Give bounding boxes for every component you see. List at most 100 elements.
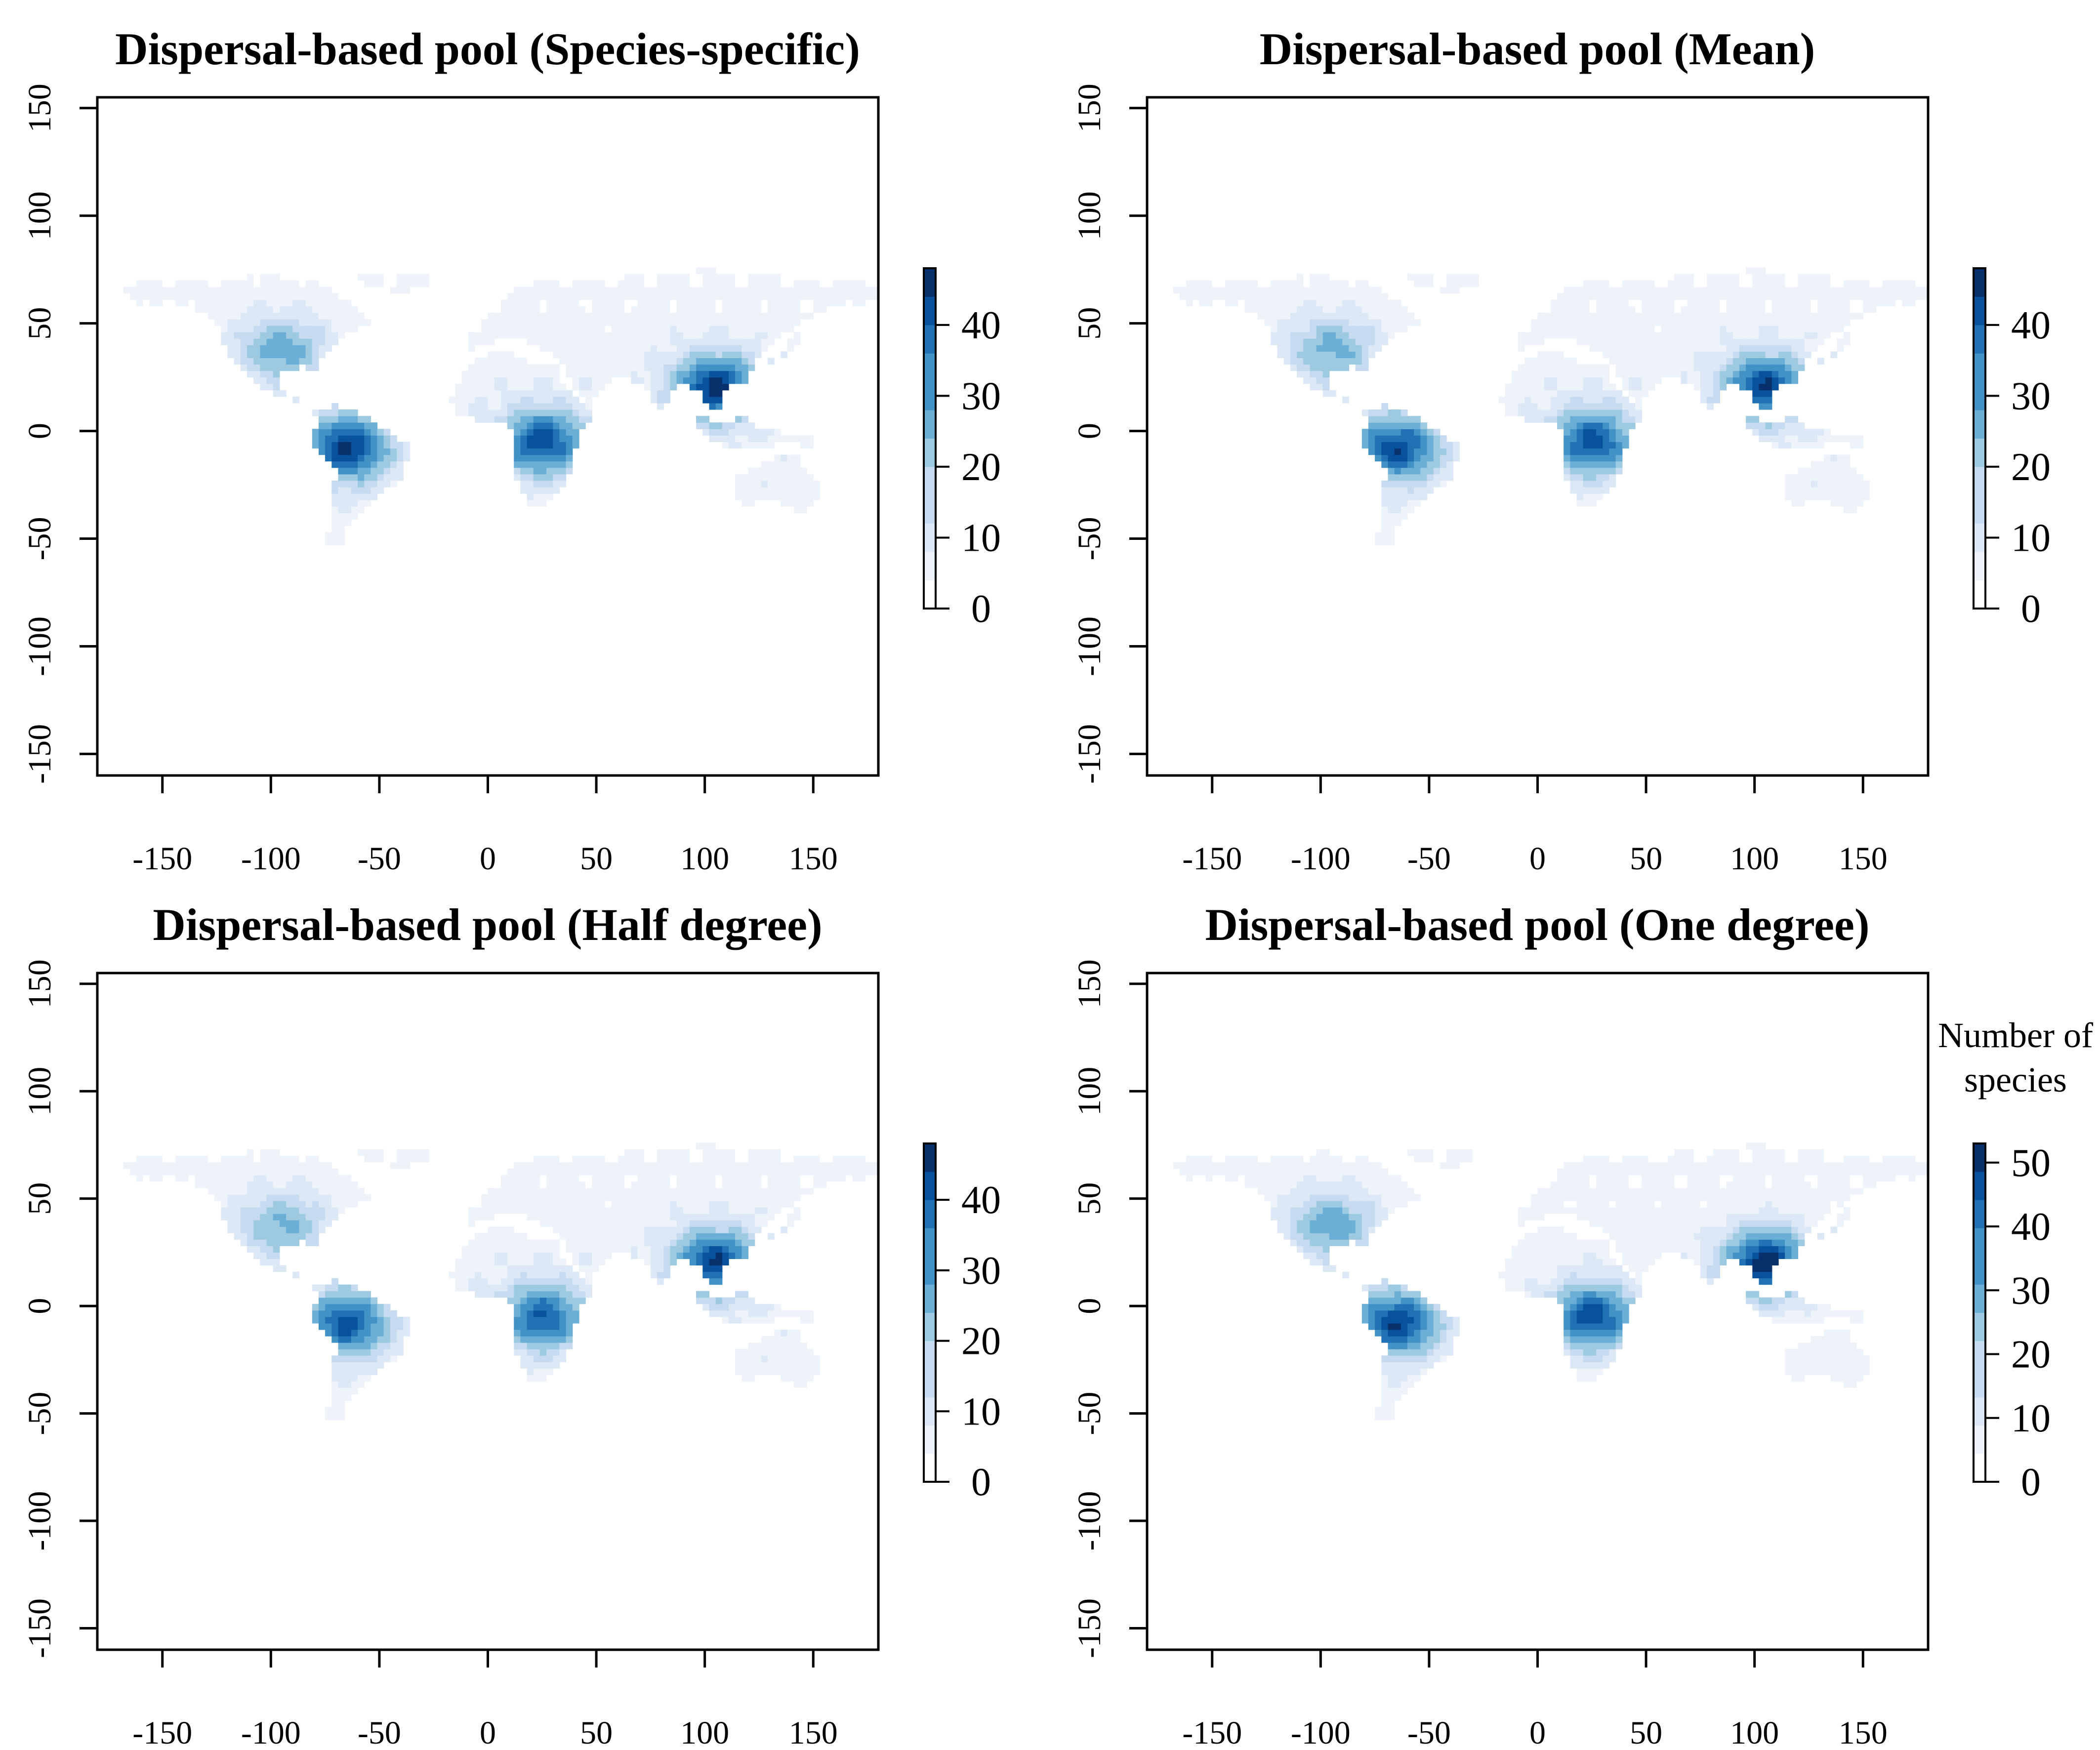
raster-cell bbox=[1258, 299, 1265, 307]
raster-cell bbox=[1505, 390, 1512, 397]
raster-cell bbox=[247, 1233, 254, 1240]
raster-cell bbox=[234, 1175, 241, 1182]
raster-cell bbox=[800, 480, 807, 488]
raster-cell bbox=[1427, 474, 1434, 481]
raster-cell bbox=[371, 435, 378, 442]
raster-cell bbox=[221, 306, 228, 313]
raster-cell bbox=[559, 1278, 567, 1285]
raster-cell bbox=[1687, 326, 1694, 332]
raster-cell bbox=[1589, 338, 1597, 345]
raster-cell bbox=[702, 293, 710, 300]
raster-cell bbox=[514, 319, 521, 326]
raster-cell bbox=[1218, 280, 1226, 287]
raster-cell bbox=[1400, 454, 1408, 462]
raster-cell bbox=[520, 1181, 528, 1188]
raster-cell bbox=[266, 1207, 274, 1214]
raster-cell bbox=[227, 306, 235, 313]
raster-cell bbox=[1550, 377, 1558, 384]
y-tick-label: 100 bbox=[1071, 191, 1108, 240]
raster-cell bbox=[1355, 293, 1362, 300]
raster-cell bbox=[1635, 306, 1642, 313]
raster-cell bbox=[566, 370, 573, 378]
raster-cell bbox=[598, 1168, 606, 1176]
raster-cell bbox=[572, 351, 579, 358]
raster-cell bbox=[1375, 345, 1382, 352]
raster-cell bbox=[1414, 480, 1421, 488]
raster-cell bbox=[344, 480, 352, 488]
raster-cell bbox=[240, 293, 247, 300]
raster-cell bbox=[1518, 364, 1525, 371]
raster-cell bbox=[1765, 338, 1772, 345]
raster-cell bbox=[338, 506, 345, 513]
raster-cell bbox=[729, 442, 736, 449]
raster-cell bbox=[234, 286, 241, 294]
raster-cell bbox=[539, 1265, 547, 1272]
raster-cell bbox=[1589, 429, 1597, 436]
raster-cell bbox=[644, 274, 651, 281]
raster-cell bbox=[325, 1310, 332, 1317]
raster-cell bbox=[331, 435, 339, 442]
raster-cell bbox=[299, 299, 306, 307]
raster-cell bbox=[1843, 338, 1851, 345]
raster-cell bbox=[1642, 358, 1649, 365]
raster-cell bbox=[500, 1207, 508, 1214]
raster-cell bbox=[683, 1175, 690, 1182]
raster-cell bbox=[162, 280, 169, 287]
raster-cell bbox=[156, 1162, 163, 1169]
raster-cell bbox=[1681, 351, 1688, 358]
raster-cell bbox=[1648, 332, 1655, 339]
raster-cell bbox=[1524, 390, 1531, 397]
raster-cell bbox=[1427, 487, 1434, 494]
raster-cell bbox=[266, 358, 274, 365]
raster-cell bbox=[1622, 312, 1629, 320]
raster-cell bbox=[488, 1207, 495, 1214]
raster-cell bbox=[1576, 448, 1584, 455]
raster-cell bbox=[1707, 319, 1714, 326]
raster-cell bbox=[1277, 345, 1284, 352]
raster-cell bbox=[768, 332, 775, 339]
raster-cell bbox=[696, 1187, 703, 1195]
raster-cell bbox=[1752, 370, 1760, 378]
raster-cell bbox=[702, 364, 710, 371]
raster-cell bbox=[468, 1214, 475, 1221]
raster-cell bbox=[1544, 312, 1551, 320]
raster-cell bbox=[305, 312, 313, 320]
raster-cell bbox=[247, 1226, 254, 1233]
raster-cell bbox=[1310, 364, 1317, 371]
colorbar-bin bbox=[924, 438, 936, 467]
raster-cell bbox=[1811, 293, 1818, 300]
raster-cell bbox=[1583, 312, 1590, 320]
raster-cell bbox=[461, 1259, 469, 1265]
raster-cell bbox=[800, 293, 807, 300]
raster-cell bbox=[195, 293, 202, 300]
raster-cell bbox=[1303, 280, 1310, 287]
raster-cell bbox=[481, 1271, 489, 1279]
raster-cell bbox=[605, 286, 612, 294]
raster-cell bbox=[644, 299, 651, 307]
raster-cell bbox=[585, 1194, 592, 1201]
raster-cell bbox=[475, 370, 482, 378]
raster-cell bbox=[592, 1220, 599, 1227]
raster-cell bbox=[748, 1239, 755, 1246]
raster-cell bbox=[533, 448, 540, 455]
raster-cell bbox=[559, 396, 567, 404]
raster-cell bbox=[1596, 474, 1603, 481]
raster-cell bbox=[663, 1155, 670, 1163]
raster-cell bbox=[1232, 299, 1239, 307]
raster-cell bbox=[553, 480, 560, 488]
raster-cell bbox=[539, 500, 547, 507]
raster-cell bbox=[1316, 377, 1323, 384]
raster-cell bbox=[722, 1214, 729, 1221]
x-tick-label: -100 bbox=[1291, 841, 1351, 877]
raster-cell bbox=[1570, 461, 1577, 468]
raster-cell bbox=[1615, 299, 1623, 307]
raster-cell bbox=[1381, 487, 1389, 494]
raster-cell bbox=[527, 467, 534, 475]
raster-cell bbox=[676, 1194, 684, 1201]
raster-cell bbox=[260, 1201, 267, 1208]
raster-cell bbox=[546, 1201, 553, 1208]
raster-cell bbox=[527, 1214, 534, 1221]
raster-cell bbox=[1661, 338, 1668, 345]
raster-cell bbox=[657, 1155, 664, 1163]
raster-cell bbox=[539, 383, 547, 391]
